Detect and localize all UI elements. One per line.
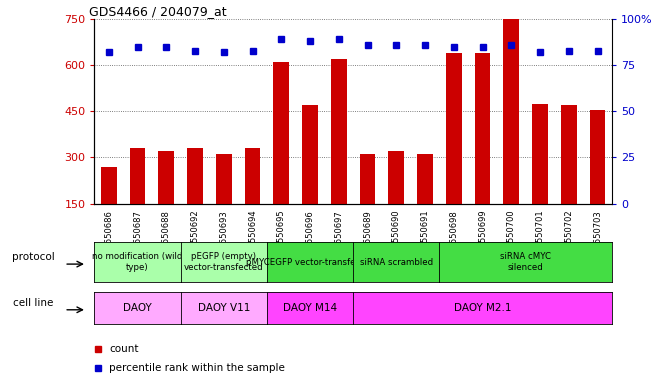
Text: DAOY V11: DAOY V11 [198,303,250,313]
Bar [158,151,174,250]
Text: DAOY: DAOY [123,303,152,313]
Bar [101,167,117,250]
Bar [475,53,490,250]
Bar [302,105,318,250]
Bar [446,53,462,250]
Text: pMYCEGFP vector-transfected: pMYCEGFP vector-transfected [246,258,374,266]
Bar [273,62,289,250]
Text: DAOY M14: DAOY M14 [283,303,337,313]
Text: percentile rank within the sample: percentile rank within the sample [109,363,285,373]
Bar [532,104,548,250]
Text: siRNA cMYC
silenced: siRNA cMYC silenced [500,252,551,272]
Text: no modification (wild
type): no modification (wild type) [92,252,183,272]
Bar [417,154,433,250]
Text: siRNA scrambled: siRNA scrambled [360,258,433,266]
Bar [331,59,347,250]
Bar [590,110,605,250]
Text: GDS4466 / 204079_at: GDS4466 / 204079_at [89,5,227,18]
Bar [561,105,577,250]
Text: count: count [109,344,139,354]
Bar [245,148,260,250]
Text: DAOY M2.1: DAOY M2.1 [454,303,511,313]
Text: cell line: cell line [13,298,53,308]
Bar [503,19,519,250]
Text: protocol: protocol [12,252,55,262]
Bar [389,151,404,250]
Bar [187,148,203,250]
Bar [130,148,145,250]
Text: pEGFP (empty)
vector-transfected: pEGFP (empty) vector-transfected [184,252,264,272]
Bar [359,154,376,250]
Bar [216,154,232,250]
